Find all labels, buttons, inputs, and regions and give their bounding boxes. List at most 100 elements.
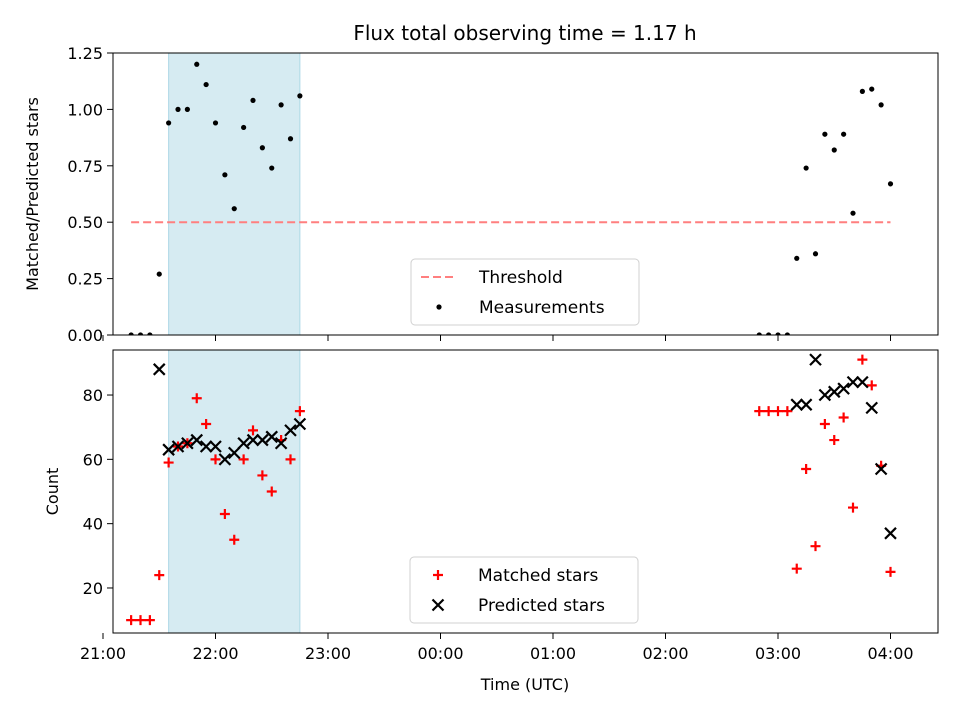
predicted-stars-point [293, 417, 307, 431]
ratio-frame [112, 52, 939, 336]
measurements-point [203, 81, 209, 88]
count-legend-box [409, 556, 639, 624]
predicted-stars-point [827, 385, 841, 399]
matched-stars-point [885, 566, 896, 577]
measurements-point [794, 255, 800, 261]
matched-stars-point [248, 425, 258, 436]
legend-label: Predicted stars [478, 596, 605, 616]
measurements-point [241, 124, 247, 131]
matched-stars-point [257, 470, 268, 481]
measurements-point [175, 106, 181, 112]
count-frame [112, 349, 939, 634]
matched-stars-point [763, 406, 774, 417]
matched-stars-point [829, 435, 840, 446]
y-tick-label: 40 [83, 515, 103, 534]
matched-stars-point [782, 406, 793, 417]
predicted-stars-point [790, 398, 804, 411]
predicted-stars-point [246, 433, 260, 447]
measurements-point [287, 136, 294, 142]
x-tick-label: 23:00 [305, 644, 351, 663]
predicted-stars-point [265, 430, 279, 444]
matched-stars-point [163, 457, 174, 468]
predicted-stars-point [171, 440, 185, 453]
measurements-point [878, 102, 884, 108]
measurements-point [822, 131, 828, 137]
count-legend: Matched stars Predicted stars [409, 556, 639, 624]
predicted-stars-point [846, 375, 860, 389]
legend-label: Threshold [478, 268, 563, 288]
ratio-legend-box [410, 258, 640, 326]
measurements-point [775, 332, 781, 335]
measurements-point [784, 332, 790, 335]
predicted-stars-point [809, 353, 822, 366]
count-y-axis-label: Count [43, 468, 62, 516]
y-tick-label: 80 [83, 386, 103, 405]
matched-stars-point [773, 406, 783, 417]
panel-ratio: 0.00 0.25 0.50 0.75 1.00 1.25 Matched/Predicte… [23, 44, 939, 345]
count-plot-area [126, 350, 897, 633]
measurements-point [831, 147, 837, 153]
predicted-stars-point [227, 446, 241, 460]
y-tick-label: 0.50 [67, 213, 103, 232]
predicted-stars-point [199, 440, 213, 453]
measurements-point [859, 88, 865, 94]
predicted-stars-point [799, 398, 813, 411]
measurements-point [194, 61, 200, 67]
predicted-stars-point [237, 436, 250, 450]
matched-stars-point [866, 380, 877, 391]
y-tick-label: 0.75 [67, 157, 103, 176]
x-tick-label: 00:00 [417, 644, 463, 663]
measurements-point [212, 120, 219, 126]
matched-stars-point [285, 454, 296, 465]
matched-stars-point [238, 454, 249, 465]
measurements-point [278, 102, 284, 108]
y-tick-label: 0.25 [67, 270, 103, 289]
predicted-stars-point [865, 401, 879, 415]
chart-title: Flux total observing time = 1.17 h [353, 21, 696, 45]
x-tick-label: 21:00 [80, 644, 126, 663]
measurements-point [184, 106, 190, 112]
predicted-stars-point [274, 436, 288, 450]
predicted-stars-point [256, 433, 269, 447]
matched-stars-point [838, 412, 849, 423]
panel-count: 20 40 60 80 21:00 22:00 23:00 00:00 01:00 02:00 03… [43, 349, 939, 663]
legend-swatch [431, 598, 445, 612]
measurements-point [222, 172, 228, 178]
x-tick-label: 01:00 [530, 644, 576, 663]
measurements-point [269, 165, 275, 171]
y-tick-label: 1.25 [67, 44, 103, 63]
ratio-y-axis-label: Matched/Predicted stars [23, 97, 42, 291]
measurements-point [166, 120, 172, 126]
count-series-predicted-stars [152, 353, 897, 540]
matched-stars-point [219, 509, 230, 520]
predicted-stars-point [884, 527, 897, 540]
y-tick-label: 60 [83, 450, 103, 469]
measurements-point [803, 165, 809, 171]
matched-stars-point [126, 615, 137, 626]
predicted-stars-point [209, 440, 222, 453]
ratio-plot-area [128, 53, 894, 335]
measurements-point [137, 332, 144, 335]
measurements-point [756, 332, 762, 335]
count-shaded-interval [168, 350, 301, 633]
count-series-matched-stars [126, 354, 896, 626]
legend-swatch [436, 304, 442, 310]
measurements-point [128, 332, 134, 335]
predicted-stars-point [818, 388, 832, 402]
matched-stars-point [191, 393, 202, 404]
ratio-legend: Threshold Measurements [410, 258, 640, 326]
matched-stars-point [201, 418, 212, 429]
measurements-point [231, 206, 237, 212]
measurements-point [812, 251, 819, 257]
measurements-point [259, 145, 265, 151]
measurements-point [250, 97, 256, 103]
measurements-point [869, 86, 875, 92]
measurements-point [887, 181, 894, 187]
predicted-stars-point [190, 433, 204, 447]
measurements-point [766, 332, 772, 335]
matched-stars-point [154, 570, 165, 581]
measurements-point [156, 271, 162, 277]
predicted-stars-point [284, 424, 297, 437]
predicted-stars-point [152, 363, 166, 376]
